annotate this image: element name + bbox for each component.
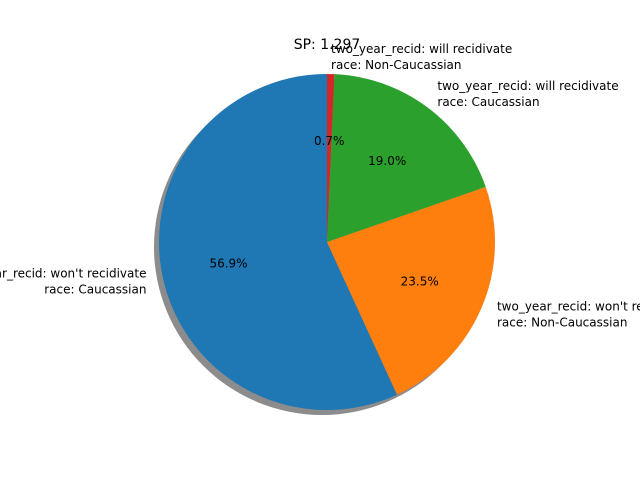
- pie-percent-label: 56.9%: [209, 257, 247, 271]
- pie-slice-label: two_year_recid: will recidivate race: Cau…: [437, 79, 618, 109]
- pie-percent-label: 23.5%: [401, 275, 439, 289]
- chart-title: SP: 1.297: [294, 37, 361, 53]
- pie-slices: [158, 74, 495, 411]
- pie-slice: [327, 74, 486, 242]
- pie-percent-label: 19.0%: [368, 154, 406, 168]
- pie-slice: [327, 74, 335, 242]
- percent-labels: 56.9% 23.5% 19.0% 0.7%: [209, 134, 438, 288]
- pie-slice: [327, 186, 495, 395]
- pie-slice-label: two_year_recid: will recidivate race: Non…: [331, 42, 512, 72]
- pie-slice: [158, 74, 398, 411]
- pie-percent-label: 0.7%: [314, 134, 345, 148]
